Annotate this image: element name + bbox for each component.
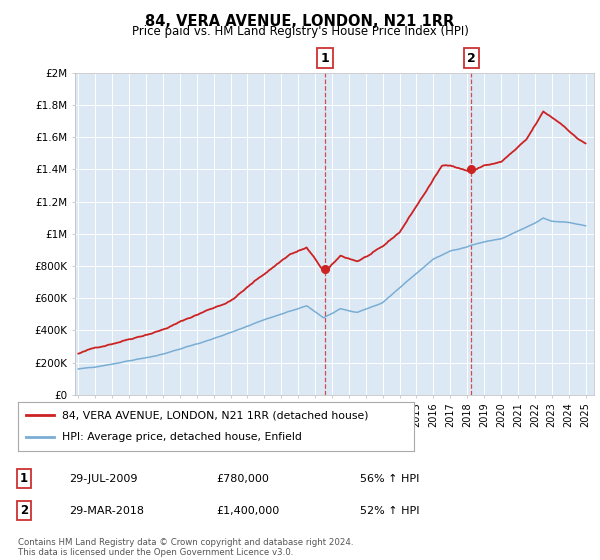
- Text: 2: 2: [467, 52, 476, 65]
- Text: 52% ↑ HPI: 52% ↑ HPI: [360, 506, 419, 516]
- Text: 84, VERA AVENUE, LONDON, N21 1RR (detached house): 84, VERA AVENUE, LONDON, N21 1RR (detach…: [62, 410, 368, 421]
- Text: Contains HM Land Registry data © Crown copyright and database right 2024.
This d: Contains HM Land Registry data © Crown c…: [18, 538, 353, 557]
- Text: HPI: Average price, detached house, Enfield: HPI: Average price, detached house, Enfi…: [62, 432, 301, 442]
- Text: 29-JUL-2009: 29-JUL-2009: [69, 474, 137, 484]
- Text: 2: 2: [20, 504, 28, 517]
- Text: 56% ↑ HPI: 56% ↑ HPI: [360, 474, 419, 484]
- Text: 29-MAR-2018: 29-MAR-2018: [69, 506, 144, 516]
- Text: £1,400,000: £1,400,000: [216, 506, 279, 516]
- Text: £780,000: £780,000: [216, 474, 269, 484]
- Text: 1: 1: [320, 52, 329, 65]
- Text: Price paid vs. HM Land Registry's House Price Index (HPI): Price paid vs. HM Land Registry's House …: [131, 25, 469, 38]
- Text: 84, VERA AVENUE, LONDON, N21 1RR: 84, VERA AVENUE, LONDON, N21 1RR: [145, 14, 455, 29]
- Text: 1: 1: [20, 472, 28, 486]
